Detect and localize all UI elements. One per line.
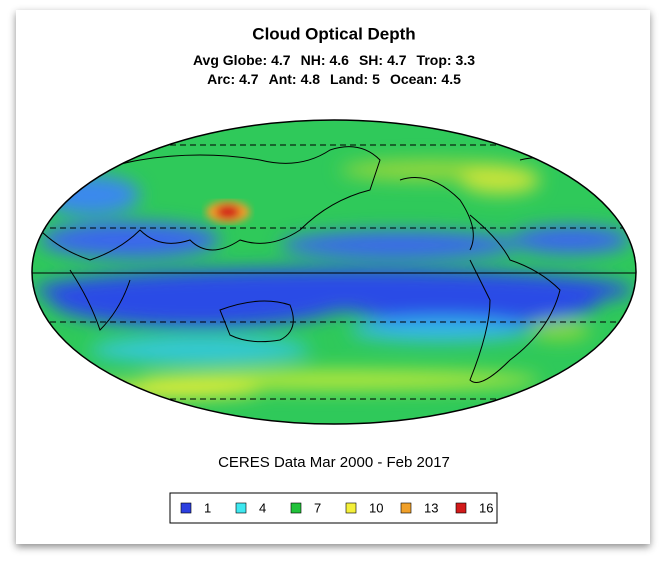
caption: CERES Data Mar 2000 - Feb 2017 [218,454,450,471]
stat-value: 4.7 [387,52,407,68]
stat-label: Ocean: [390,71,437,87]
stat-value: 4.5 [441,71,461,87]
legend-label: 16 [479,500,493,515]
title: Cloud Optical Depth [252,24,415,43]
stat-label: Trop: [417,52,452,68]
legend-label: 4 [259,500,266,515]
stat-value: 4.6 [329,52,349,68]
legend-swatch [235,502,247,514]
stat-label: Ant: [269,71,297,87]
legend-swatch [180,502,192,514]
stat-label: Arc: [207,71,235,87]
legend-label: 13 [424,500,438,515]
stats-line: Avg Globe: 4.7 NH: 4.6 SH: 4.7 Trop: 3.3 [193,52,475,68]
stat-value: 4.7 [271,52,291,68]
stat-label: SH: [359,52,383,68]
stat-value: 5 [372,71,380,87]
legend-swatch [290,502,302,514]
legend: 1 4 7 10 13 16 [180,500,493,515]
stat-label: NH: [301,52,326,68]
legend-label: 7 [314,500,321,515]
stats-line: Arc: 4.7 Ant: 4.8 Land: 5 Ocean: 4.5 [207,71,461,87]
stat-value: 4.8 [301,71,321,87]
legend-swatch [345,502,357,514]
legend-label: 1 [204,500,211,515]
legend-swatch [455,502,467,514]
stat-value: 3.3 [456,52,476,68]
legend-box [169,492,498,524]
map [32,120,636,424]
legend-label: 10 [369,500,383,515]
legend-swatch [400,502,412,514]
stat-label: Avg Globe: [193,52,267,68]
stat-value: 4.7 [239,71,259,87]
map-outline [31,119,637,425]
stat-label: Land: [330,71,368,87]
